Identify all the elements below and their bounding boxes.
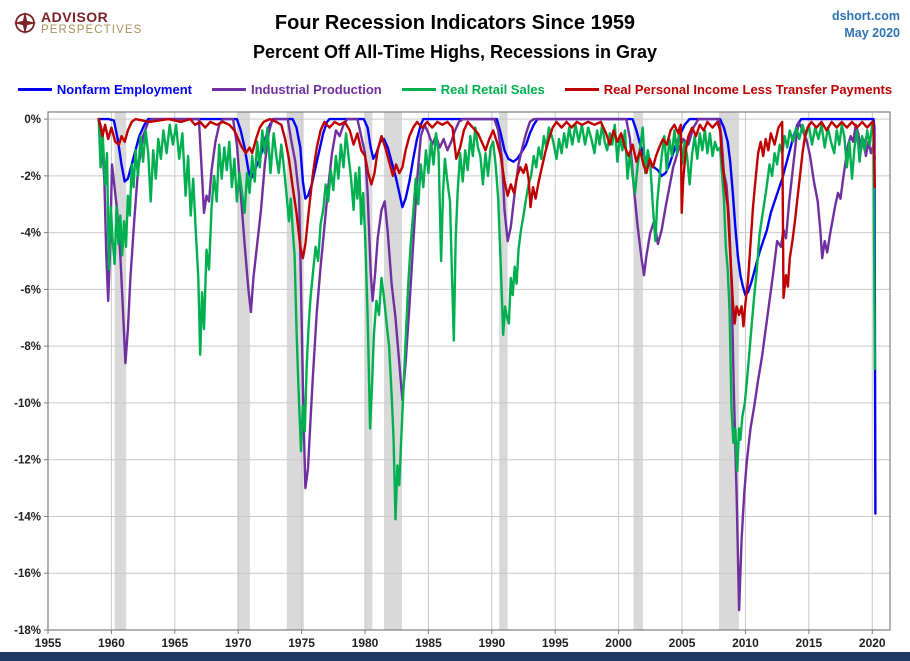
y-tick-label: -12% [14,455,41,467]
source-link[interactable]: dshort.com [831,9,900,23]
legend-item-industrial-production: Industrial Production [211,82,382,97]
series-line-real-personal-income-less-transfer-payments [97,117,876,328]
x-tick-label: 1990 [478,636,505,650]
legend-label: Nonfarm Employment [56,82,192,97]
legend-label: Real Personal Income Less Transfer Payme… [603,82,893,97]
series-line-real-retail-sales [97,117,876,521]
y-tick-label: -2% [21,171,41,183]
x-tick-label: 2010 [732,636,759,650]
x-tick-label: 1980 [352,636,379,650]
legend-line-swatch [401,88,436,91]
x-tick-label: 2020 [859,636,886,650]
x-tick-label: 2005 [669,636,696,650]
x-tick-label: 1985 [415,636,442,650]
recession-band [114,112,127,630]
chart-title-block: Four Recession Indicators Since 1959 Per… [0,12,910,63]
advisor-perspectives-logo: ADVISOR PERSPECTIVES [12,10,142,37]
recession-band [633,112,643,630]
legend-item-real-retail-sales: Real Retail Sales [401,82,545,97]
recession-band [719,112,740,630]
legend-item-nonfarm-employment: Nonfarm Employment [17,82,192,97]
compass-rose-icon [13,11,37,35]
y-tick-label: 0% [24,114,41,126]
recession-band [237,112,250,630]
legend-label: Industrial Production [250,82,382,97]
x-tick-label: 1965 [161,636,188,650]
y-tick-label: -16% [14,568,41,580]
x-tick-label: 2015 [795,636,822,650]
x-tick-label: 1995 [542,636,569,650]
chart-legend: Nonfarm Employment Industrial Production… [0,82,910,97]
chart-title: Four Recession Indicators Since 1959 [274,12,636,34]
y-tick-label: -10% [14,398,41,410]
x-tick-label: 1975 [288,636,315,650]
x-tick-label: 1955 [35,636,62,650]
y-tick-label: -18% [14,625,41,637]
y-tick-label: -14% [14,511,41,523]
legend-line-swatch [211,88,246,91]
x-tick-label: 1970 [225,636,252,650]
legend-label: Real Retail Sales [440,82,545,97]
bottom-accent-bar [0,652,910,661]
chart-date: May 2020 [844,25,900,40]
legend-item-real-personal-income: Real Personal Income Less Transfer Payme… [564,82,893,97]
legend-line-swatch [17,88,52,91]
y-tick-label: -6% [21,284,41,296]
y-tick-label: -8% [21,341,41,353]
chart-subtitle: Percent Off All-Time Highs, Recessions i… [252,42,658,62]
logo-text-perspectives: PERSPECTIVES [41,24,143,36]
x-tick-label: 1960 [98,636,125,650]
plot-border [47,111,891,631]
legend-line-swatch [564,88,599,91]
recession-band [499,112,508,630]
x-tick-label: 2000 [605,636,632,650]
source-block: dshort.com May 2020 [832,8,900,42]
series-line-industrial-production [97,117,876,612]
logo-text-advisor: ADVISOR [41,9,109,25]
y-tick-label: -4% [21,228,41,240]
